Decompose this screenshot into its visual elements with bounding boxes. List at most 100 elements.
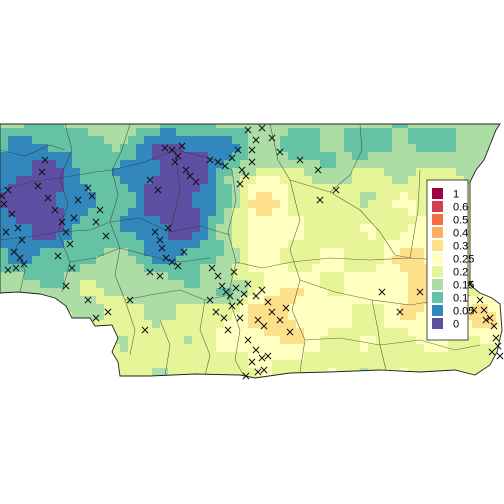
raster-cell <box>32 152 41 161</box>
raster-cell <box>304 176 313 185</box>
raster-cell <box>112 144 121 153</box>
raster-cell <box>8 224 17 233</box>
occurrence-marker <box>54 252 62 260</box>
raster-cell <box>96 128 105 137</box>
raster-cell <box>216 168 225 177</box>
raster-cell <box>32 240 41 249</box>
legend-swatch <box>432 201 443 212</box>
raster-cell <box>232 368 241 377</box>
raster-cell <box>160 376 169 378</box>
raster-cell <box>208 352 217 361</box>
raster-cell <box>224 344 233 353</box>
raster-cell <box>408 176 417 185</box>
raster-cell <box>280 208 289 217</box>
raster-cell <box>336 200 345 209</box>
occurrence-marker <box>162 254 170 262</box>
raster-cell <box>312 232 321 241</box>
occurrence-marker <box>74 196 82 204</box>
raster-cell <box>48 256 57 265</box>
raster-cell <box>288 264 297 273</box>
raster-cell <box>240 144 249 153</box>
raster-cell <box>320 160 329 169</box>
raster-cell <box>432 152 441 161</box>
raster-cell <box>432 352 441 361</box>
raster-cell <box>40 216 49 225</box>
occurrence-marker <box>146 176 154 184</box>
raster-cell <box>120 296 129 305</box>
raster-cell <box>416 248 425 257</box>
raster-cell <box>96 296 105 305</box>
raster-cell <box>192 224 201 233</box>
occurrence-marker <box>102 232 110 240</box>
raster-cell <box>344 168 353 177</box>
raster-cell <box>176 240 185 249</box>
raster-cell <box>360 128 369 137</box>
raster-cell <box>144 128 153 137</box>
raster-cell <box>64 232 73 241</box>
raster-cell <box>112 320 121 329</box>
raster-cell <box>432 128 441 137</box>
occurrence-marker <box>154 186 162 194</box>
raster-cell <box>112 376 121 378</box>
raster-cell <box>496 176 502 185</box>
raster-cell <box>224 352 233 361</box>
raster-cell <box>336 264 345 273</box>
raster-cell <box>296 168 305 177</box>
raster-cell <box>488 296 497 305</box>
raster-cell <box>344 344 353 353</box>
raster-cell <box>168 240 177 249</box>
raster-cell <box>384 152 393 161</box>
raster-cell <box>304 124 313 129</box>
raster-cell <box>208 296 217 305</box>
raster-cell <box>416 176 425 185</box>
raster-cell <box>88 224 97 233</box>
raster-cell <box>80 184 89 193</box>
raster-cell <box>416 168 425 177</box>
raster-cell <box>280 168 289 177</box>
raster-cell <box>488 376 497 378</box>
raster-cell <box>312 376 321 378</box>
raster-cell <box>224 368 233 377</box>
occurrence-marker <box>212 308 220 316</box>
raster-cell <box>40 304 49 313</box>
raster-cell <box>312 304 321 313</box>
raster-cell <box>376 288 385 297</box>
raster-cell <box>176 224 185 233</box>
raster-cell <box>152 232 161 241</box>
raster-cell <box>128 376 137 378</box>
raster-cell <box>40 240 49 249</box>
raster-cell <box>224 160 233 169</box>
raster-cell <box>24 256 33 265</box>
raster-cell <box>248 264 257 273</box>
raster-cell <box>312 312 321 321</box>
raster-cell <box>104 288 113 297</box>
raster-cell <box>120 144 129 153</box>
raster-cell <box>376 200 385 209</box>
raster-cell <box>144 160 153 169</box>
raster-cell <box>216 344 225 353</box>
raster-cell <box>304 280 313 289</box>
raster-cell <box>368 224 377 233</box>
occurrence-marker <box>218 282 226 290</box>
raster-cell <box>176 160 185 169</box>
raster-cell <box>8 160 17 169</box>
raster-cell <box>0 288 9 297</box>
raster-cell <box>480 312 489 321</box>
raster-cell <box>64 224 73 233</box>
raster-cell <box>48 160 57 169</box>
raster-cell <box>96 256 105 265</box>
legend-labels: 10.60.50.40.30.250.20.150.10.050 <box>453 189 474 331</box>
raster-cell <box>128 224 137 233</box>
occurrence-marker <box>171 158 179 166</box>
legend-label: 0.5 <box>453 215 468 227</box>
raster-cell <box>472 352 481 361</box>
raster-cell <box>264 320 273 329</box>
raster-cell <box>72 168 81 177</box>
raster-cell <box>0 128 9 137</box>
raster-cell <box>272 168 281 177</box>
raster-cell <box>200 152 209 161</box>
raster-cell <box>72 208 81 217</box>
raster-cell <box>24 144 33 153</box>
raster-cell <box>216 256 225 265</box>
raster-cell <box>344 272 353 281</box>
